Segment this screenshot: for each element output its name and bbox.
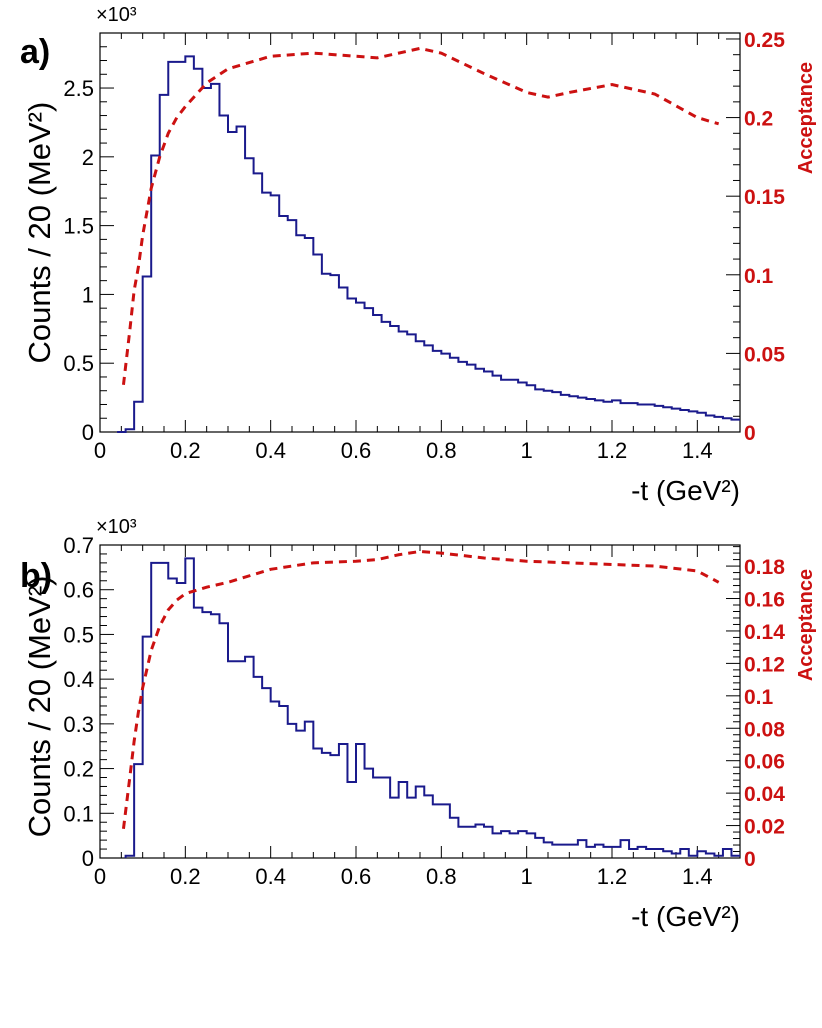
panel-b-exponent-label: ×10³	[96, 516, 137, 538]
panel-b-y-axis-title: Counts / 20 (MeV²)	[22, 576, 57, 838]
panel-a-y-tick-label: 1	[82, 282, 94, 307]
panel-a-y-axis-title: Counts / 20 (MeV²)	[22, 102, 57, 364]
panel-b-y-right-tick-label: 0.1	[744, 686, 774, 709]
panel-a-y-right-axis-title: Acceptance	[795, 62, 817, 174]
panel-b-x-tick-label: 0.4	[255, 864, 286, 889]
panel-b-y-tick-label: 0.6	[63, 578, 94, 603]
panel-b-acceptance-series	[121, 549, 720, 829]
panel-b-y-tick-label: 0.1	[63, 801, 94, 826]
panel-a-y-tick-label: 1.5	[63, 214, 94, 239]
panel-a-exponent-label: ×10³	[96, 4, 137, 26]
panel-b-y-right-tick-label: 0.08	[744, 718, 785, 741]
panel-b-y-right-tick-label: 0	[744, 848, 756, 871]
panel-b-y-right-tick-label: 0.06	[744, 751, 785, 774]
panel-b-y-tick-label: 0	[82, 846, 94, 871]
panel-b-y-right-tick-label: 0.18	[744, 556, 785, 579]
panel-a-y-tick-label: 2	[82, 145, 94, 170]
panel-a-panel-label: a)	[20, 33, 50, 71]
panel-a-x-tick-label: 1.4	[682, 438, 713, 463]
panel-b-x-axis-title: -t (GeV²)	[631, 901, 740, 932]
panel-b-y-tick-label: 0.5	[63, 622, 94, 647]
panel-a-histogram-series	[117, 55, 740, 433]
panel-a-y-right-tick-label: 0.2	[744, 108, 773, 131]
panel-b-x-tick-label: 0.8	[426, 864, 457, 889]
panel-a-x-tick-label: 0.6	[341, 438, 372, 463]
panel-b-x-tick-label: 1	[521, 864, 533, 889]
panel-b-y-right-axis-title: Acceptance	[795, 569, 817, 681]
panel-a-y-right-tick-label: 0.15	[744, 186, 785, 209]
panel-b-x-tick-label: 0	[94, 864, 106, 889]
panel-b-x-tick-label: 1.2	[597, 864, 628, 889]
panel-a-y-right-tick-label: 0.25	[744, 29, 785, 52]
panel-b-y-right-tick-label: 0.16	[744, 589, 785, 612]
panel-b-x-tick-label: 0.2	[170, 864, 201, 889]
panel-b-y-tick-label: 0.4	[63, 667, 94, 692]
panel-b-panel-label: b)	[20, 557, 52, 595]
panel-b-histogram-series	[124, 557, 740, 858]
panel-a-y-right-tick-label: 0	[744, 422, 756, 445]
panel-a-x-tick-label: 1.2	[597, 438, 628, 463]
panel-a-x-tick-label: 1	[521, 438, 533, 463]
panel-a-y-tick-label: 0.5	[63, 351, 94, 376]
panel-a-x-tick-label: 0.8	[426, 438, 457, 463]
panel-a-acceptance-series	[121, 46, 720, 386]
panel-b-y-tick-label: 0.2	[63, 757, 94, 782]
panel-a-x-axis-title: -t (GeV²)	[631, 475, 740, 506]
panel-b-x-tick-label: 0.6	[341, 864, 372, 889]
panel-b-y-right-tick-label: 0.12	[744, 653, 785, 676]
panel-b-y-tick-label: 0.7	[63, 533, 94, 558]
panel-a-x-tick-label: 0	[94, 438, 106, 463]
panel-b-y-tick-label: 0.3	[63, 712, 94, 737]
panel-b-x-tick-label: 1.4	[682, 864, 713, 889]
panel-a-y-right-tick-label: 0.1	[744, 265, 774, 288]
panel-b-y-right-tick-label: 0.04	[744, 783, 785, 806]
panel-a-y-tick-label: 0	[82, 420, 94, 445]
panel-a-x-tick-label: 0.4	[255, 438, 286, 463]
panel-b-y-right-tick-label: 0.14	[744, 621, 785, 644]
panel-a-y-tick-label: 2.5	[63, 76, 94, 101]
panel-a-x-tick-label: 0.2	[170, 438, 201, 463]
panel-b-y-right-tick-label: 0.02	[744, 816, 785, 839]
panel-a-y-right-tick-label: 0.05	[744, 343, 785, 366]
